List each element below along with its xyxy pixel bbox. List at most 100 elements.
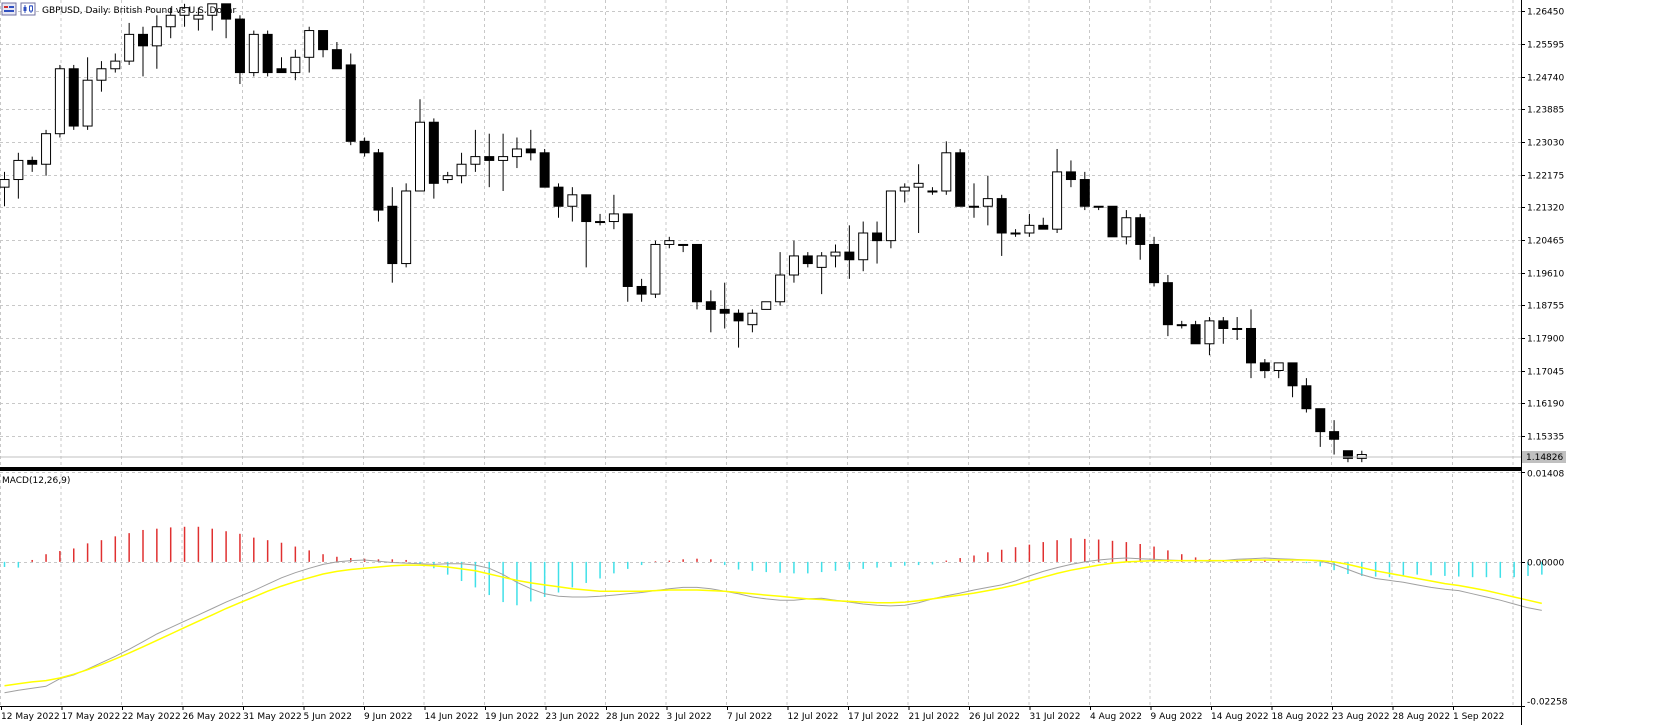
price-tick-label: 1.19610 [1527,270,1564,280]
candle-body-bear [553,186,564,207]
candle [636,278,647,302]
candle-body-bull [511,148,522,158]
candle [1149,236,1160,287]
candle [608,194,619,230]
chart-type-icon[interactable] [20,2,36,16]
candle [304,26,315,73]
candle [442,171,453,184]
candle [872,221,883,264]
candle-body-bull [761,301,772,310]
candle-body-bear [1259,362,1270,372]
candle-body-bear [525,148,536,154]
current-price-label: 1.14826 [1526,453,1563,463]
candle-body-bull [1024,224,1035,234]
candle [1107,205,1118,238]
macd-lines [4,557,1542,694]
price-tick-label: 1.16190 [1527,400,1564,410]
price-tick-label: 1.23885 [1527,106,1564,116]
price-axis: 1.26450 1.25595 1.24740 1.23885 1.23030 1.221… [1521,8,1564,443]
candle [761,301,772,310]
candle [1356,450,1367,463]
candle [1204,317,1215,356]
candle-body-bear [318,30,329,51]
price-tick-label: 1.26450 [1527,8,1564,18]
candle [248,30,259,77]
price-tick-label: 1.15335 [1527,433,1564,443]
candle [969,183,979,218]
time-tick-label: 14 Jun 2022 [425,712,479,722]
candle-body-bull [290,56,301,74]
candle-body-bull [415,121,425,192]
time-tick-label: 23 Aug 2022 [1332,712,1390,722]
candle [816,252,827,295]
candle-body-bull [595,221,606,224]
candle-body-bear [345,64,356,142]
candle [1259,359,1270,379]
candle [678,243,689,253]
candle [1162,275,1173,337]
candle-body-bear [68,68,79,127]
candle [428,118,439,199]
candle [331,42,342,70]
candle-body-bull [54,68,65,135]
candle [982,175,993,226]
candle-body-bull [885,190,896,242]
candle-body-bear [705,301,716,310]
candle-body-bull [567,194,578,207]
candle-body-bear [955,152,966,207]
candle-body-bull [816,255,827,268]
candle [955,148,966,207]
candle [387,187,398,283]
candle [692,243,702,310]
candle-body-bear [733,312,744,322]
macd-axis: 0.01408 0.00000 -0.02258 [1521,470,1568,708]
candle [290,49,301,81]
candle [747,309,758,333]
candle-body-bear [692,243,702,303]
candle-body-bear [331,49,342,70]
time-tick-label: 22 May 2022 [122,712,181,722]
window-menu-icon[interactable] [1,2,17,16]
candle [1273,362,1284,379]
candle-body-bull [82,79,93,127]
candle-body-bull [470,156,481,165]
candle-body-bull [248,33,259,74]
candle [13,152,24,199]
candle-body-bear [428,121,439,184]
candle [1052,148,1063,233]
candle [581,194,592,268]
candle-body-bull [830,251,841,257]
candle [913,164,924,233]
time-tick-label: 28 Jun 2022 [606,712,660,722]
price-tick-label: 1.17045 [1527,368,1564,378]
price-tick-label: 1.18755 [1527,302,1564,312]
candle [1038,217,1049,230]
time-tick-label: 4 Aug 2022 [1090,712,1142,722]
time-tick-label: 19 Jun 2022 [485,712,539,722]
candle [276,57,287,74]
candle-body-bull [927,190,938,193]
candle-body-bull [775,274,786,303]
candle [456,152,467,184]
candle-body-bull [1356,454,1367,459]
candle [941,141,952,195]
candle [82,57,93,130]
time-tick-label: 9 Jun 2022 [364,712,412,722]
candle [1065,160,1076,188]
candle-body-bear [1065,171,1076,181]
candle-body-bear [387,205,398,265]
macd-histogram [3,526,1543,606]
price-tick-label: 1.23030 [1527,139,1564,149]
price-tick-label: 1.24740 [1527,74,1564,84]
time-tick-label: 9 Aug 2022 [1151,712,1203,722]
candle-body-bear [1079,179,1090,207]
candle-body-bull [13,159,24,181]
candle [553,183,564,218]
candle [1287,362,1298,398]
candle [1093,205,1104,211]
panel-separator[interactable] [0,467,1522,471]
candle [54,64,65,138]
candle-body-bear [1149,243,1160,284]
